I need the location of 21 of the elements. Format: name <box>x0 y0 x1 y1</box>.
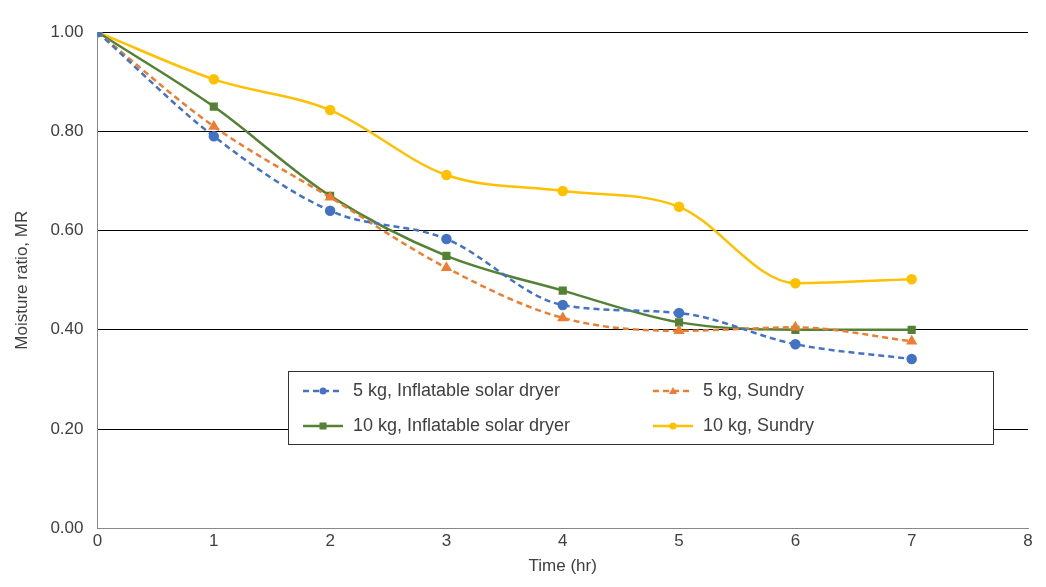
x-tick-label: 7 <box>906 531 917 551</box>
x-tick-label: 2 <box>325 531 335 551</box>
x-tick-label: 5 <box>674 531 684 551</box>
x-tick-label: 3 <box>441 531 452 551</box>
y-tick-label: 0.40 <box>50 319 84 339</box>
y-tick-label: 0.80 <box>50 121 84 141</box>
x-tick-label: 8 <box>1023 531 1033 551</box>
legend-label: 10 kg, Sundry <box>703 415 815 436</box>
y-tick-label: 1.00 <box>50 21 84 41</box>
x-tick-label: 6 <box>790 531 801 551</box>
legend-label: 5 kg, Sundry <box>703 380 805 401</box>
y-tick-label: 0.00 <box>50 517 84 537</box>
x-axis-title: Time (hr) <box>528 556 597 576</box>
y-tick-label: 0.60 <box>50 220 84 240</box>
x-tick-label: 1 <box>209 531 219 551</box>
y-tick-label: 0.20 <box>50 418 84 438</box>
legend-label: 10 kg, Inflatable solar dryer <box>353 415 571 436</box>
x-tick-label: 0 <box>92 531 103 551</box>
y-axis-title: Moisture ratio, MR <box>11 210 31 350</box>
legend-label: 5 kg, Inflatable solar dryer <box>353 380 561 401</box>
x-tick-label: 4 <box>558 531 568 551</box>
